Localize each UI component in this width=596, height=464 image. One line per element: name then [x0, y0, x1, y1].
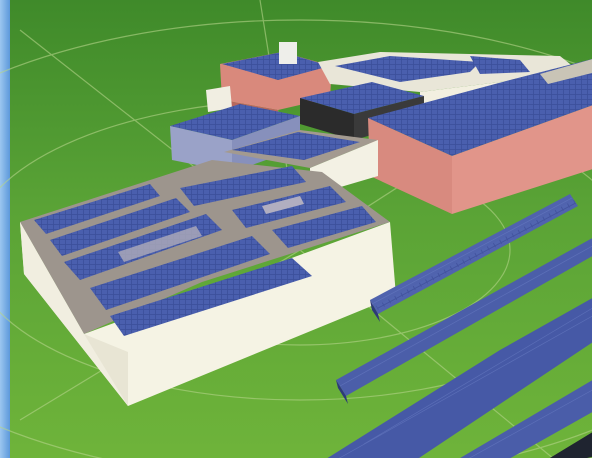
roof-pv-array-8	[272, 206, 376, 248]
rooftop-box	[279, 42, 297, 64]
pv-row-5	[450, 378, 596, 464]
pv-row-4	[318, 296, 596, 464]
roof-pv-array-6	[90, 236, 270, 310]
ground-pv-rows	[318, 194, 596, 464]
brick-building-right	[368, 58, 596, 214]
pv-row-1	[370, 194, 578, 322]
small-white-block	[206, 86, 232, 112]
sky-edge	[0, 0, 12, 464]
main-building	[20, 160, 396, 406]
roof-pv-array-7	[110, 258, 312, 336]
roof-pv-array-2	[50, 198, 190, 256]
roof-pv-array-4	[180, 166, 306, 206]
pv-row-6	[540, 430, 596, 464]
roof-pv-array-1	[34, 184, 160, 234]
right-border	[592, 0, 596, 464]
bottom-border	[0, 458, 596, 464]
